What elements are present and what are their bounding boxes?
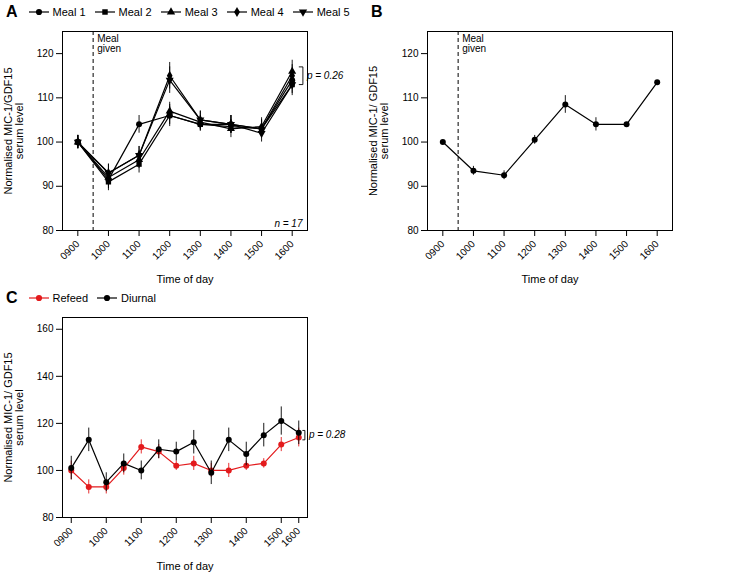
svg-text:Normalised MIC-1/ GDF15serum l: Normalised MIC-1/ GDF15serum level	[2, 352, 25, 482]
svg-text:1300: 1300	[180, 238, 204, 262]
html-text:C: C	[6, 289, 18, 306]
html-text:B: B	[371, 3, 383, 20]
svg-text:80: 80	[407, 225, 419, 236]
svg-text:p = 0.28: p = 0.28	[308, 429, 346, 440]
html-text:Refeed: Refeed	[52, 292, 88, 304]
svg-text:Time of day: Time of day	[156, 560, 214, 572]
svg-text:110: 110	[403, 92, 419, 103]
svg-text:Time of day: Time of day	[156, 273, 214, 285]
svg-text:1600: 1600	[272, 238, 296, 262]
svg-text:80: 80	[42, 225, 54, 236]
svg-text:1500: 1500	[242, 238, 266, 262]
html-text:Diurnal: Diurnal	[121, 292, 156, 304]
svg-text:90: 90	[42, 180, 54, 191]
svg-text:1500: 1500	[607, 238, 631, 262]
svg-text:80: 80	[42, 512, 54, 523]
svg-text:160: 160	[37, 323, 54, 334]
svg-text:1000: 1000	[89, 238, 113, 262]
svg-text:1200: 1200	[515, 238, 539, 262]
svg-text:p = 0.26: p = 0.26	[306, 70, 344, 81]
html-text:Meal 4: Meal 4	[250, 6, 284, 18]
svg-text:1600: 1600	[637, 238, 661, 262]
svg-text:0900: 0900	[58, 238, 82, 262]
svg-text:1600: 1600	[279, 525, 303, 549]
html-text:Meal 2: Meal 2	[118, 6, 152, 18]
svg-text:1200: 1200	[156, 525, 180, 549]
svg-text:120: 120	[37, 48, 54, 59]
svg-text:100: 100	[402, 136, 419, 147]
svg-text:Normalised MIC-1/GDF15serum le: Normalised MIC-1/GDF15serum level	[2, 67, 25, 194]
svg-text:1200: 1200	[150, 238, 174, 262]
svg-text:1300: 1300	[191, 525, 215, 549]
svg-text:1400: 1400	[226, 525, 250, 549]
svg-text:140: 140	[37, 371, 54, 382]
svg-text:1000: 1000	[86, 525, 110, 549]
svg-text:0900: 0900	[51, 525, 75, 549]
svg-text:1400: 1400	[211, 238, 235, 262]
svg-text:1400: 1400	[576, 238, 600, 262]
svg-text:0900: 0900	[423, 238, 447, 262]
svg-text:Mealgiven: Mealgiven	[462, 33, 486, 54]
svg-text:1500: 1500	[261, 525, 285, 549]
html-text:A: A	[6, 3, 18, 20]
html-text:Meal 1: Meal 1	[52, 6, 86, 18]
svg-text:120: 120	[402, 48, 419, 59]
svg-text:1100: 1100	[122, 525, 145, 548]
svg-text:90: 90	[407, 180, 419, 191]
svg-text:100: 100	[37, 136, 54, 147]
svg-text:Time of day: Time of day	[521, 273, 579, 285]
html-text:Meal 5: Meal 5	[316, 6, 350, 18]
svg-text:n = 17: n = 17	[274, 218, 303, 229]
svg-text:Mealgiven: Mealgiven	[97, 33, 121, 54]
svg-text:110: 110	[38, 92, 54, 103]
svg-text:1300: 1300	[545, 238, 569, 262]
html-text:Meal 3: Meal 3	[184, 6, 218, 18]
svg-text:120: 120	[37, 418, 54, 429]
svg-text:1000: 1000	[454, 238, 478, 262]
svg-text:1100: 1100	[485, 238, 508, 261]
svg-text:100: 100	[37, 465, 54, 476]
svg-text:1100: 1100	[120, 238, 143, 261]
svg-text:Normalised MIC-1/ GDF15serum l: Normalised MIC-1/ GDF15serum level	[367, 66, 390, 196]
